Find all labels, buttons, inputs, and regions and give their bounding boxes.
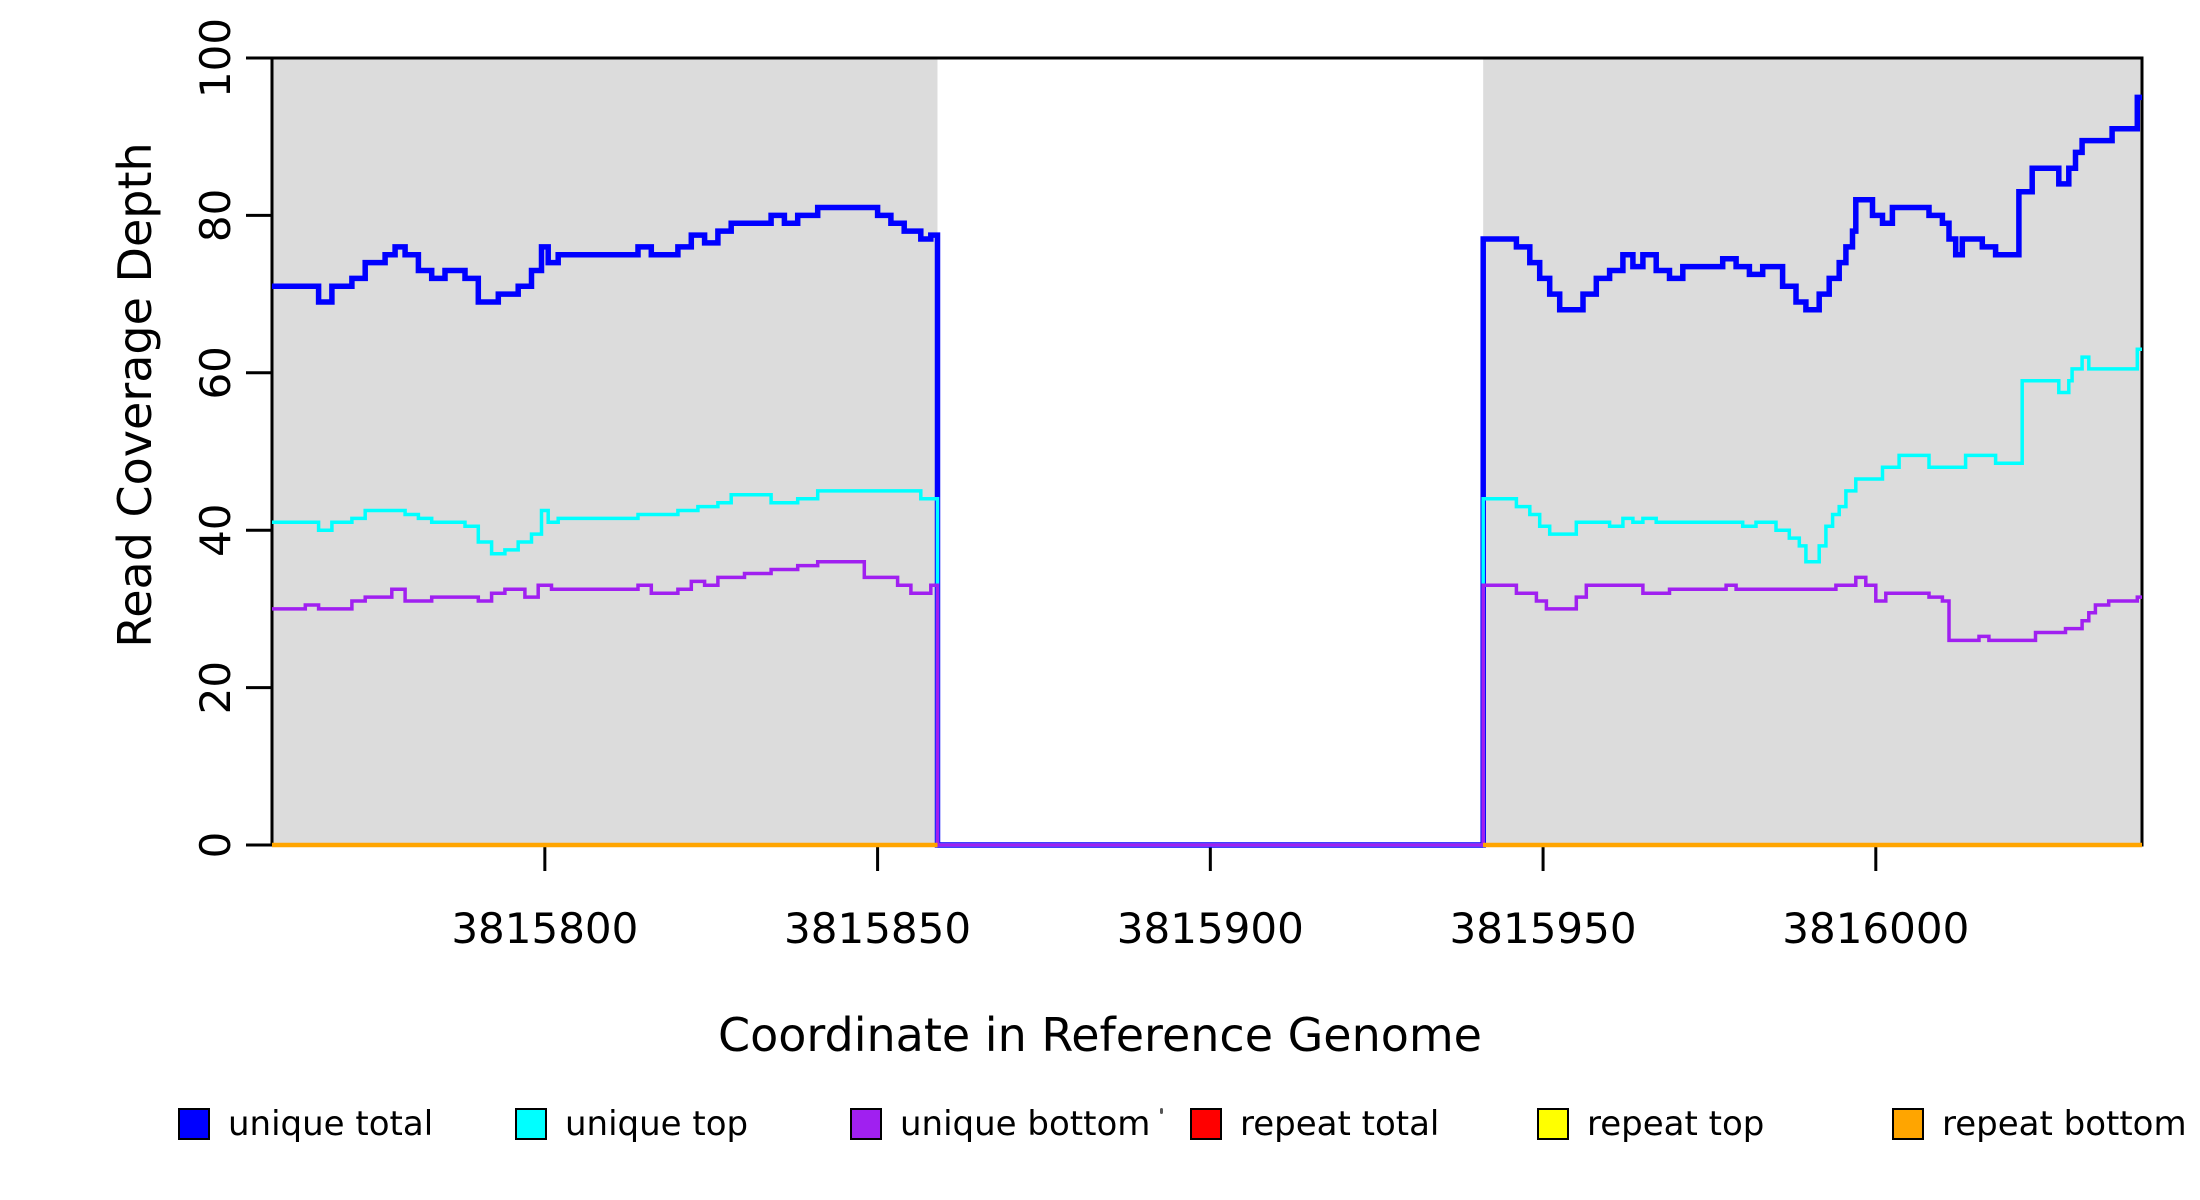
legend-item-repeat-bottom: repeat bottom — [1892, 1096, 2187, 1152]
y-tick-label: 100 — [191, 18, 240, 98]
legend-label: unique bottom — [900, 1104, 1151, 1144]
covered-region-shading — [1483, 58, 2142, 845]
covered-region-shading — [272, 58, 938, 845]
legend-label: repeat top — [1587, 1104, 1765, 1144]
y-tick-label: 0 — [191, 832, 240, 859]
unique-top-swatch-icon — [515, 1108, 547, 1140]
legend-item-unique-top: unique top — [515, 1096, 748, 1152]
legend-label: repeat bottom — [1942, 1104, 2187, 1144]
repeat-total-swatch-icon — [1190, 1108, 1222, 1140]
series-unique-total — [272, 94, 2142, 848]
unique-total-swatch-icon — [178, 1108, 210, 1140]
legend-label: repeat total — [1240, 1104, 1440, 1144]
y-tick-label: 20 — [191, 661, 240, 714]
y-tick-label: 40 — [191, 503, 240, 556]
series-unique-bottom — [272, 559, 2142, 847]
legend: unique total unique top unique bottom re… — [0, 1096, 2200, 1152]
legend-item-repeat-top: repeat top — [1537, 1096, 1764, 1152]
x-tick-label: 3815950 — [1450, 904, 1637, 953]
legend-item-repeat-total: repeat total — [1190, 1096, 1439, 1152]
x-tick-label: 3815850 — [784, 904, 971, 953]
repeat-top-swatch-icon — [1537, 1108, 1569, 1140]
legend-item-unique-bottom: unique bottom — [850, 1096, 1150, 1152]
x-tick-label: 3815900 — [1117, 904, 1304, 953]
repeat-bottom-swatch-icon — [1892, 1108, 1924, 1140]
legend-item-unique-total: unique total — [178, 1096, 433, 1152]
legend-label: unique top — [565, 1104, 749, 1144]
y-axis-title: Read Coverage Depth — [108, 142, 162, 648]
y-tick-label: 80 — [191, 189, 240, 242]
x-tick-label: 3816000 — [1782, 904, 1969, 953]
stray-mark — [1160, 1108, 1163, 1114]
x-tick-label: 3815800 — [451, 904, 638, 953]
legend-label: unique total — [228, 1104, 434, 1144]
unique-bottom-swatch-icon — [850, 1108, 882, 1140]
x-axis-title: Coordinate in Reference Genome — [718, 1008, 1482, 1062]
series-unique-top — [272, 347, 2142, 847]
y-tick-label: 60 — [191, 346, 240, 399]
